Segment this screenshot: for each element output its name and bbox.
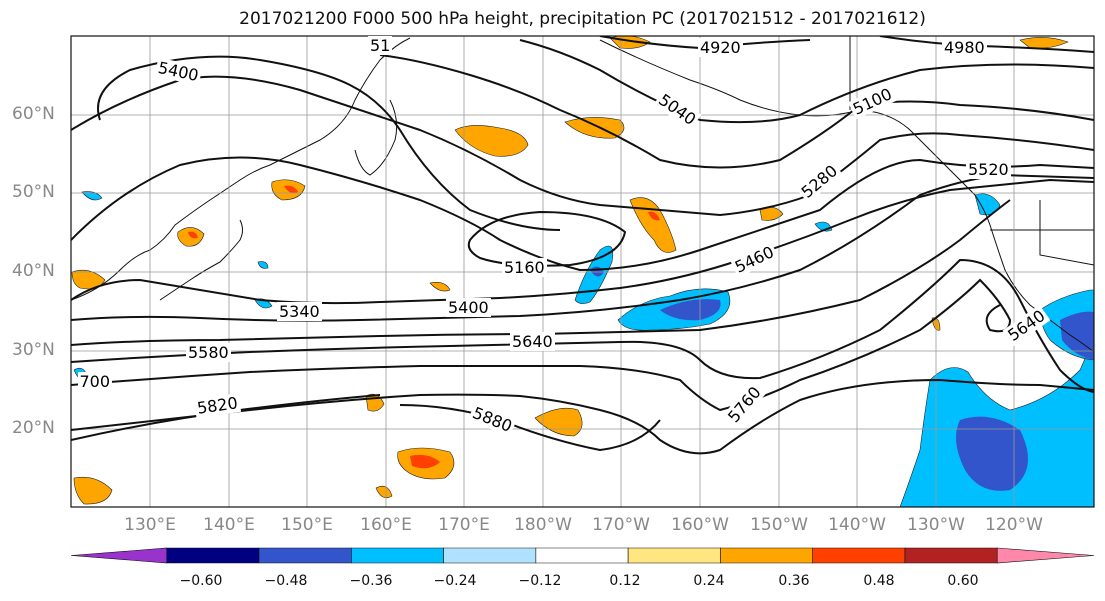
lon-label-160e: 160°E <box>360 515 412 535</box>
lon-label-150w: 150°W <box>750 515 808 535</box>
contour-5880 <box>399 404 661 452</box>
height-contours <box>71 36 1094 455</box>
precip-blob <box>73 476 113 505</box>
contour-5100 <box>379 54 1094 169</box>
colorbar-segment <box>904 547 998 564</box>
precip-blob <box>257 261 269 269</box>
colorbar-tick-label: −0.48 <box>264 573 308 589</box>
colorbar-tick-label: 0.12 <box>609 573 641 589</box>
map-title: 2017021200 F000 500 hPa height, precipit… <box>239 9 926 29</box>
lon-label-120w: 120°W <box>985 515 1043 535</box>
colorbar-segment <box>812 547 906 564</box>
contour-label-4920: 4920 <box>698 38 743 57</box>
precip-core <box>956 416 1028 491</box>
map-frame <box>70 35 1095 508</box>
colorbar-tick-label: −0.60 <box>179 573 223 589</box>
contour-5280 <box>71 75 1094 217</box>
colorbar-tick-label: −0.12 <box>518 573 562 589</box>
precip-blob <box>629 197 677 253</box>
contour-label-partial: 51 <box>368 36 393 55</box>
lon-label-150e: 150°E <box>281 515 333 535</box>
precip-blob <box>81 191 103 201</box>
lat-label-40n: 40°N <box>12 261 55 281</box>
border-line <box>1039 200 1094 266</box>
lon-label-160w: 160°W <box>671 515 729 535</box>
coastline-northamerica <box>944 164 1094 353</box>
lon-label-130w: 130°W <box>907 515 965 535</box>
precip-blob <box>974 193 1001 216</box>
precip-core <box>410 454 440 469</box>
colorbar-segment <box>351 547 444 564</box>
contour-5580 <box>71 199 1011 346</box>
lon-label-170w: 170°W <box>592 515 650 535</box>
precip-blob <box>574 245 614 304</box>
colorbar-segment <box>627 547 721 564</box>
contour-5160-closed <box>467 210 627 267</box>
precip-core <box>188 231 198 239</box>
precip-blob <box>899 319 1094 507</box>
precip-core <box>1060 311 1094 360</box>
lat-label-50n: 50°N <box>12 182 55 202</box>
contour-5400 <box>97 55 561 231</box>
colorbar-tick-label: −0.24 <box>433 573 477 589</box>
contour-5520 <box>71 173 1094 322</box>
precip-core <box>660 299 721 321</box>
lat-label-30n: 30°N <box>12 340 55 360</box>
coastline-japan <box>159 219 243 301</box>
precip-negative-core <box>590 266 1094 491</box>
colorbar-segment <box>996 547 1095 564</box>
coastline-kamchatka <box>354 99 398 176</box>
colorbar-tick-label: 0.60 <box>947 573 979 589</box>
colorbar-segment <box>535 547 629 564</box>
colorbar-tick-label: 0.36 <box>778 573 810 589</box>
colorbar-segment <box>70 547 168 564</box>
contour-label-5700: 5700 <box>78 372 112 391</box>
lat-label-20n: 20°N <box>12 418 55 438</box>
colorbar-segment <box>166 547 260 564</box>
precip-blob <box>454 125 529 157</box>
contour-label-5340: 5340 <box>277 302 322 321</box>
precip-blob <box>429 282 451 292</box>
contour-5760 <box>71 378 1094 455</box>
contour-5700 <box>71 278 1012 412</box>
lon-label-140w: 140°W <box>828 515 886 535</box>
contour-label-5520: 5520 <box>966 160 1011 179</box>
contour-label-5640: 5640 <box>510 332 555 351</box>
colorbar-tick-label: 0.48 <box>863 573 895 589</box>
contour-label-5580: 5580 <box>186 343 231 362</box>
lon-label-180w: 180°W <box>514 515 572 535</box>
contour-label-4980: 4980 <box>942 38 987 57</box>
lon-label-140e: 140°E <box>203 515 255 535</box>
colorbar-tick-label: −0.36 <box>349 573 393 589</box>
precip-blob <box>254 298 273 309</box>
precip-core <box>284 185 298 194</box>
precip-positive-core <box>188 185 660 469</box>
contour-5040 <box>519 39 1094 124</box>
contour-5460 <box>71 178 1094 305</box>
colorbar-segment <box>258 547 352 564</box>
precip-core <box>648 211 660 221</box>
colorbar-segment <box>443 547 537 564</box>
coastline-asia <box>71 37 411 301</box>
colorbar-segment <box>720 547 813 564</box>
contour-label-5160: 5160 <box>502 258 547 277</box>
colorbar-tick-label: 0.24 <box>693 573 725 589</box>
lon-label-170e: 170°E <box>438 515 490 535</box>
precip-positive-shading <box>71 36 1069 505</box>
precip-blob <box>375 485 393 499</box>
lat-label-60n: 60°N <box>12 104 55 124</box>
colorbar <box>70 547 1095 564</box>
lon-label-130e: 130°E <box>124 515 176 535</box>
contour-5640 <box>71 258 1094 393</box>
contour-label-5400b: 5400 <box>446 298 491 317</box>
